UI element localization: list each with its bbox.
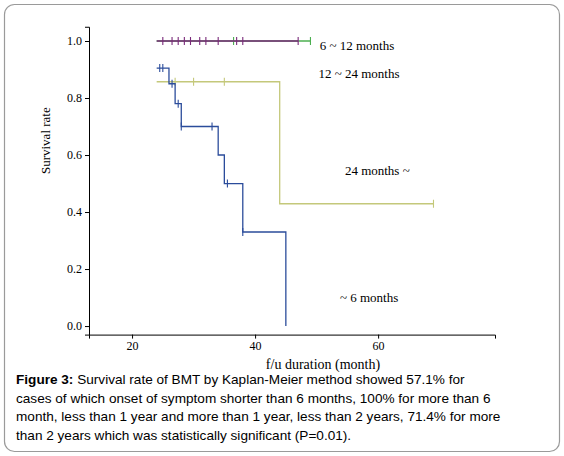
censor-mark [178,100,179,108]
caption-line: cases of which onset of symptom shorter … [16,391,491,406]
y-tick-label: 0.6 [67,148,82,162]
figure: 0.0 0.2 0.4 0.6 0.8 1.0 20 40 60 Survival rate f/u… [0,0,564,456]
censor-mark [205,37,206,45]
censor-mark [211,123,212,131]
y-tick-mark [85,98,89,99]
x-tick-mark [378,335,379,339]
x-axis: 20 40 60 [90,335,496,354]
y-tick: 1.0 [67,34,89,48]
y-tick-mark [85,212,89,213]
plot-area [157,37,434,326]
censor-mark [298,37,299,45]
censor-mark [162,64,163,72]
censor-mark [171,37,172,45]
x-tick-label: 40 [250,339,262,353]
caption-line: than 2 years which was statistically sig… [16,428,351,443]
censor-mark [236,37,237,45]
caption-label: Figure 3: [16,372,73,387]
x-tick-mark [132,335,133,339]
censor-mark [171,80,172,88]
x-tick-label: 60 [373,339,385,353]
censor-mark [184,37,185,45]
censor-mark [178,37,179,45]
x-tick: 40 [250,335,262,354]
caption: Figure 3: Survival rate of BMT by Kaplan… [16,372,500,443]
survival-curve [157,82,434,204]
y-tick-mark [85,326,89,327]
y-axis-line [85,27,90,335]
censor-mark [193,78,194,86]
y-tick: 0.6 [67,148,89,162]
group-label: 6 ~ 12 months [320,38,395,53]
y-axis: 0.0 0.2 0.4 0.6 0.8 1.0 [67,27,90,335]
censor-mark [159,64,160,72]
x-tick: 60 [373,335,385,354]
y-tick: 0.0 [67,319,89,333]
censor-mark [162,37,163,45]
censor-mark [242,37,243,45]
survival-curve [157,40,311,41]
censor-mark [310,37,311,45]
censor-mark [242,228,243,236]
y-axis-title: Survival rate [38,107,53,174]
x-tick-label: 20 [127,339,139,353]
y-tick: 0.2 [67,262,89,276]
censor-mark [227,180,228,188]
censor-mark [433,200,434,208]
y-tick-label: 0.4 [67,205,82,219]
y-tick-label: 1.0 [67,34,82,48]
x-tick: 20 [127,335,139,354]
caption-line: month, less than 1 year and more than 1 … [16,409,500,424]
y-tick-label: 0.2 [67,262,82,276]
censor-mark [218,37,219,45]
y-tick-label: 0.0 [67,319,82,333]
y-tick: 0.8 [67,91,89,105]
y-tick-mark [85,41,89,42]
survival-curve [157,68,286,326]
censor-mark [181,123,182,131]
censor-mark [190,37,191,45]
y-tick-mark [85,269,89,270]
group-label: 12 ~ 24 months [318,66,399,81]
x-tick-mark [255,335,256,339]
figure-frame [5,5,560,452]
group-label: ~ 6 months [340,290,398,305]
caption-line: Survival rate of BMT by Kaplan-Meier met… [73,372,465,387]
x-axis-line [90,335,496,339]
y-tick: 0.4 [67,205,89,219]
y-tick-label: 0.8 [67,91,82,105]
censor-mark [224,78,225,86]
y-tick-mark [85,155,89,156]
censor-mark [199,37,200,45]
x-axis-title: f/u duration (month) [266,357,381,373]
group-label: 24 months ~ [345,163,410,178]
